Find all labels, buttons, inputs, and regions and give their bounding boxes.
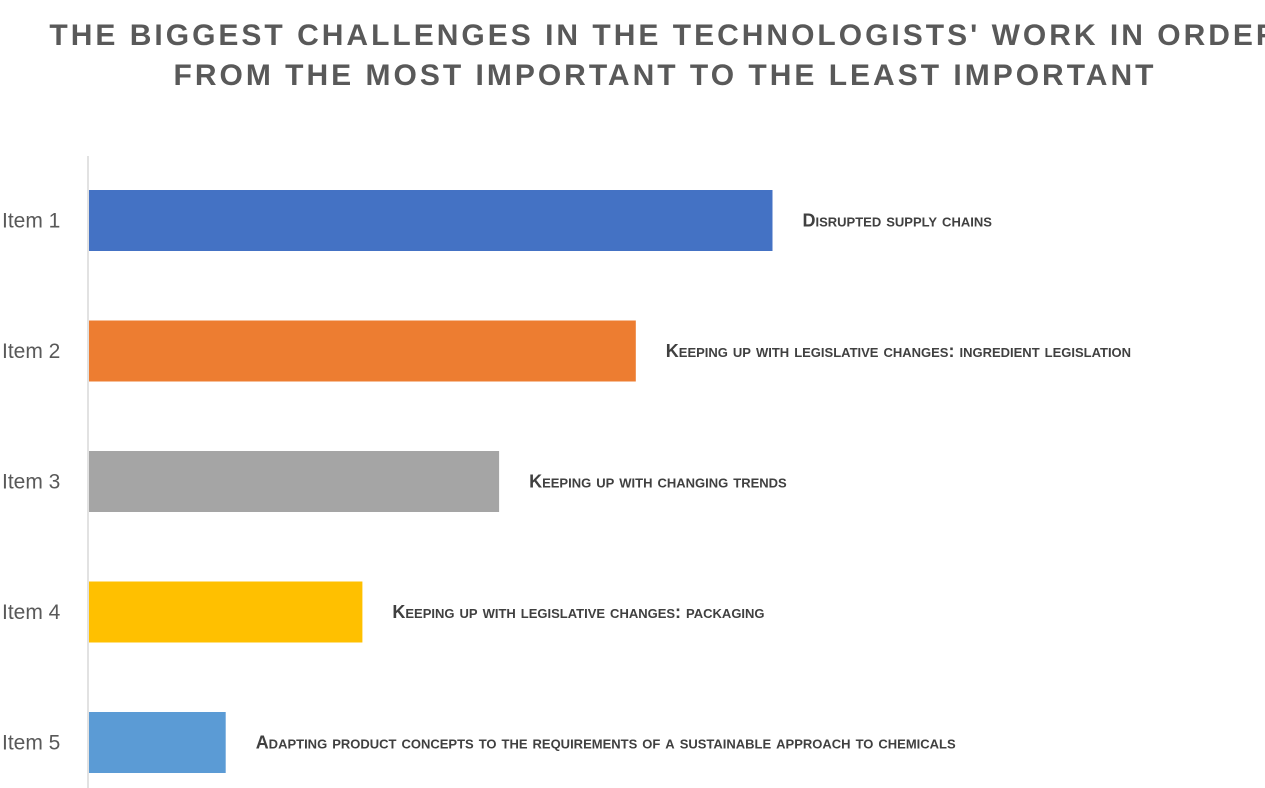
chart-title: THE BIGGEST CHALLENGES IN THE TECHNOLOGI… (49, 19, 1265, 92)
data-label-1: Disrupted supply chains (803, 211, 993, 231)
data-label-4: Keeping up with legislative changes: pac… (392, 602, 764, 622)
bars-layer: Item 1 Disrupted supply chains Item 2 Keepi… (2, 190, 1131, 773)
category-label-2: Item 2 (2, 340, 60, 363)
category-label-5: Item 5 (2, 732, 60, 755)
bar-item-2 (89, 320, 636, 382)
bar-item-5 (89, 712, 226, 773)
bar-item-3 (89, 451, 500, 512)
category-label-3: Item 3 (2, 471, 60, 494)
data-label-5: Adapting product concepts to the require… (256, 733, 956, 753)
data-label-3: Keeping up with changing trends (529, 472, 787, 492)
category-label-4: Item 4 (2, 601, 61, 624)
bar-item-1 (89, 190, 773, 251)
data-label-2: Keeping up with legislative changes: ing… (666, 341, 1131, 361)
category-label-1: Item 1 (2, 210, 60, 233)
bar-item-4 (89, 581, 363, 643)
